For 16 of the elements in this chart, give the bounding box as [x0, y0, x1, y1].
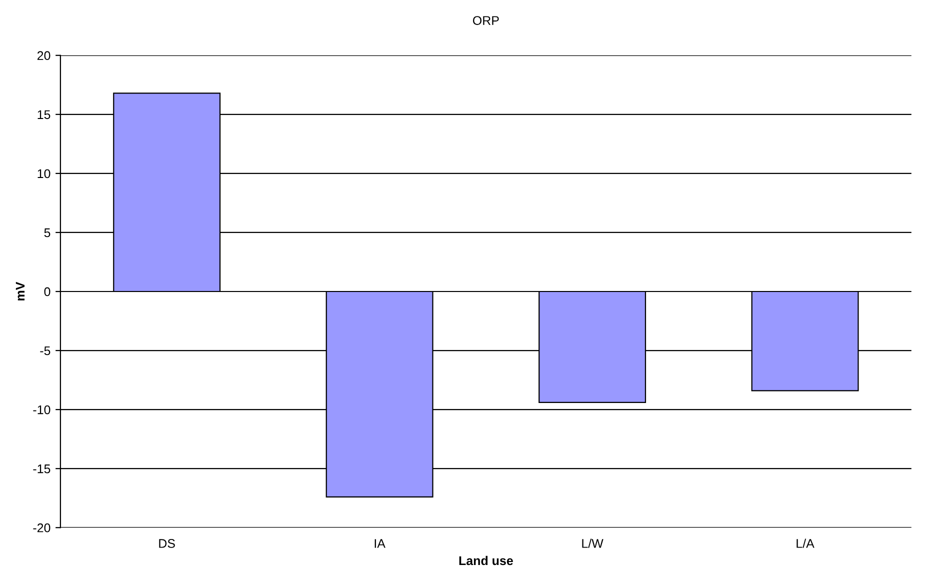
x-tick-label: DS: [159, 539, 175, 548]
x-tick-label: L/W: [582, 538, 604, 548]
x-tick-label: L/A: [796, 538, 814, 548]
y-tick-label: 20: [37, 51, 50, 60]
x-tick-label: IA: [374, 539, 386, 548]
y-tick-label: -5: [40, 346, 50, 356]
y-tick-label: 15: [38, 110, 50, 120]
x-axis-title: Land use: [459, 556, 513, 566]
chart-title: ORP: [472, 16, 499, 25]
y-axis-title: mV: [16, 282, 25, 300]
y-tick-label: -20: [33, 523, 50, 532]
y-tick-label: -15: [33, 464, 50, 474]
y-tick-label: -10: [33, 405, 50, 414]
y-tick-label: 5: [44, 228, 50, 238]
y-tick-label: 0: [44, 287, 50, 296]
y-tick-label: 10: [38, 169, 50, 178]
